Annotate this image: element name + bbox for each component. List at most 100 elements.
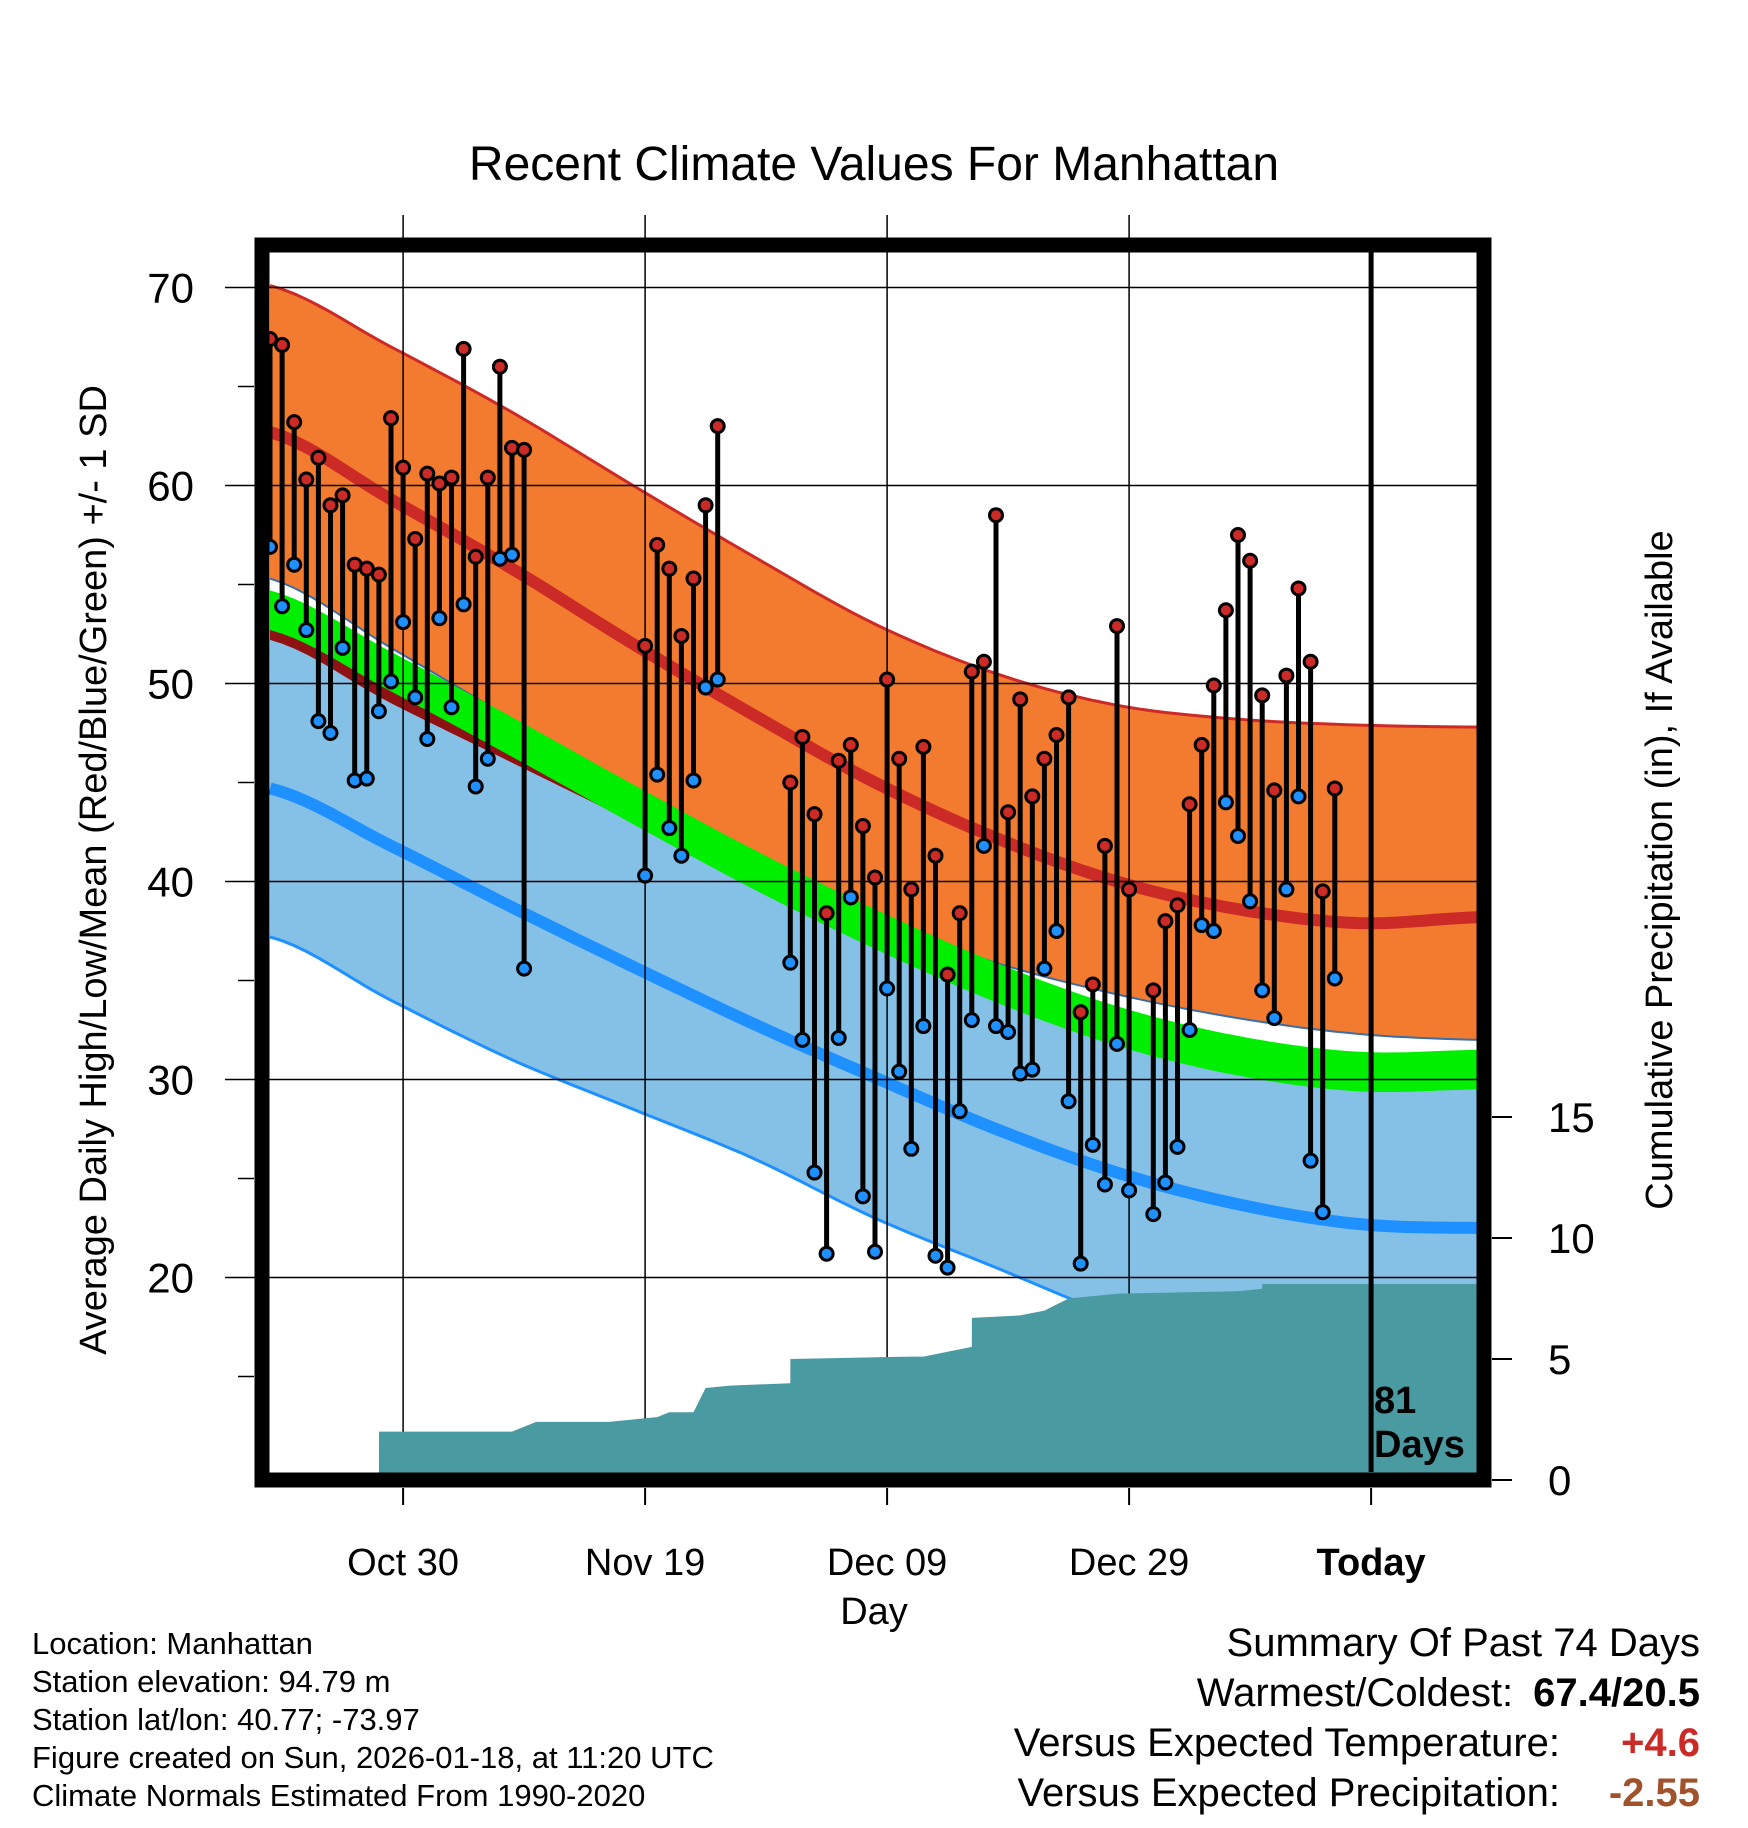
obs-high-point [1278,667,1295,684]
obs-high-point [697,497,714,514]
obs-low-point [818,1245,835,1262]
created-text: Figure created on Sun, 2026-01-18, at 11… [32,1740,714,1775]
obs-high-point [1145,982,1162,999]
obs-high-point [1121,881,1138,898]
obs-high-point [915,738,932,755]
obs-high-point [782,774,799,791]
obs-high-point [455,340,472,357]
obs-low-point [419,730,436,747]
y-tick-label: 60 [147,463,194,510]
obs-high-point [1230,527,1246,543]
obs-low-point [407,689,424,706]
obs-low-point [842,889,859,906]
summary-warm-cold: Warmest/Coldest: 67.4/20.5 [1014,1668,1700,1718]
obs-low-point [806,1164,823,1181]
y-axis-label: Average Daily High/Low/Mean (Red/Blue/Gr… [73,385,115,1355]
y-tick-label: 40 [147,859,194,906]
obs-high-point [685,570,702,587]
obs-low-point [1169,1138,1186,1155]
y2-tick-label: 5 [1548,1336,1571,1383]
obs-low-point [358,770,375,787]
obs-high-point [1000,804,1017,821]
warm-cold-label: Warmest/Coldest: [1196,1671,1514,1715]
obs-low-point [903,1140,920,1157]
obs-high-point [383,410,399,427]
obs-low-point [370,703,387,720]
obs-low-point [467,778,484,795]
obs-high-point [649,536,666,553]
location-text: Location: Manhattan [32,1626,313,1661]
obs-low-point [286,556,303,573]
obs-low-point [1205,923,1222,939]
obs-low-point [1072,1255,1089,1272]
obs-high-point [443,469,460,486]
obs-low-point [951,1103,968,1120]
obs-high-point [867,869,883,886]
y-tick-label: 50 [147,661,194,708]
obs-high-point [431,475,448,492]
obs-low-point [1084,1136,1101,1153]
obs-low-point [685,772,702,789]
obs-high-point [879,671,896,688]
x-tick-label: Dec 09 [827,1542,947,1584]
obs-low-point [504,546,520,563]
obs-low-point [782,954,799,971]
obs-high-point [927,847,944,864]
today-days-label: Days [1374,1424,1465,1466]
obs-high-point [1326,780,1343,797]
y-tick-label: 70 [147,265,194,312]
precip-label: Versus Expected Precipitation: [1017,1771,1560,1815]
chart-title: Recent Climate Values For Manhattan [469,138,1279,191]
obs-low-point [1181,1022,1198,1038]
obs-low-point [661,820,678,837]
obs-low-point [1096,1176,1113,1193]
summary-panel: Summary Of Past 74 Days Warmest/Coldest:… [1014,1618,1700,1818]
obs-high-point [1109,618,1125,635]
obs-low-point [1024,1061,1041,1078]
obs-high-point [1036,750,1053,767]
obs-low-point [322,725,339,741]
obs-low-point [1326,970,1343,987]
obs-high-point [806,806,823,823]
obs-low-point [637,867,654,884]
high-mean-line [268,426,1481,930]
obs-high-point [1024,788,1041,805]
obs-high-point [1157,913,1174,930]
x-tick-label: Nov 19 [585,1542,705,1584]
obs-high-point [1048,726,1065,743]
obs-high-point [407,530,424,547]
obs-high-point [939,966,956,983]
obs-low-point [1230,827,1246,844]
obs-low-point [383,673,399,690]
x-axis-label: Day [840,1591,908,1633]
obs-low-point [867,1243,883,1260]
obs-low-point [443,699,460,716]
summary-temp: Versus Expected Temperature: +4.6 [1014,1718,1700,1768]
high-sd-band [270,285,1480,1040]
x-tick-label: Dec 29 [1069,1542,1189,1584]
x-tick-label: Today [1317,1542,1426,1584]
obs-low-point [431,610,448,627]
obs-low-point [939,1259,956,1276]
obs-high-point [1193,736,1210,753]
obs-low-point [1036,960,1053,977]
today-days-count: 81 [1374,1380,1416,1422]
obs-low-point [1254,982,1271,999]
obs-high-point [854,818,871,835]
summary-precip: Versus Expected Precipitation: -2.55 [1014,1768,1700,1818]
obs-low-point [879,980,896,997]
y-tick-label: 20 [147,1255,194,1302]
obs-high-point [975,653,992,670]
obs-high-point [370,566,387,583]
obs-low-point [310,713,327,730]
obs-high-point [709,418,726,435]
obs-high-point [1072,1004,1089,1021]
obs-high-point [1302,653,1319,670]
precip-area [270,1284,1480,1480]
obs-high-point [1169,897,1186,914]
obs-high-point [673,627,690,644]
obs-high-point [1217,602,1234,619]
obs-high-point [358,560,375,577]
latlon-text: Station lat/lon: 40.77; -73.97 [32,1702,420,1737]
obs-high-point [479,469,496,486]
